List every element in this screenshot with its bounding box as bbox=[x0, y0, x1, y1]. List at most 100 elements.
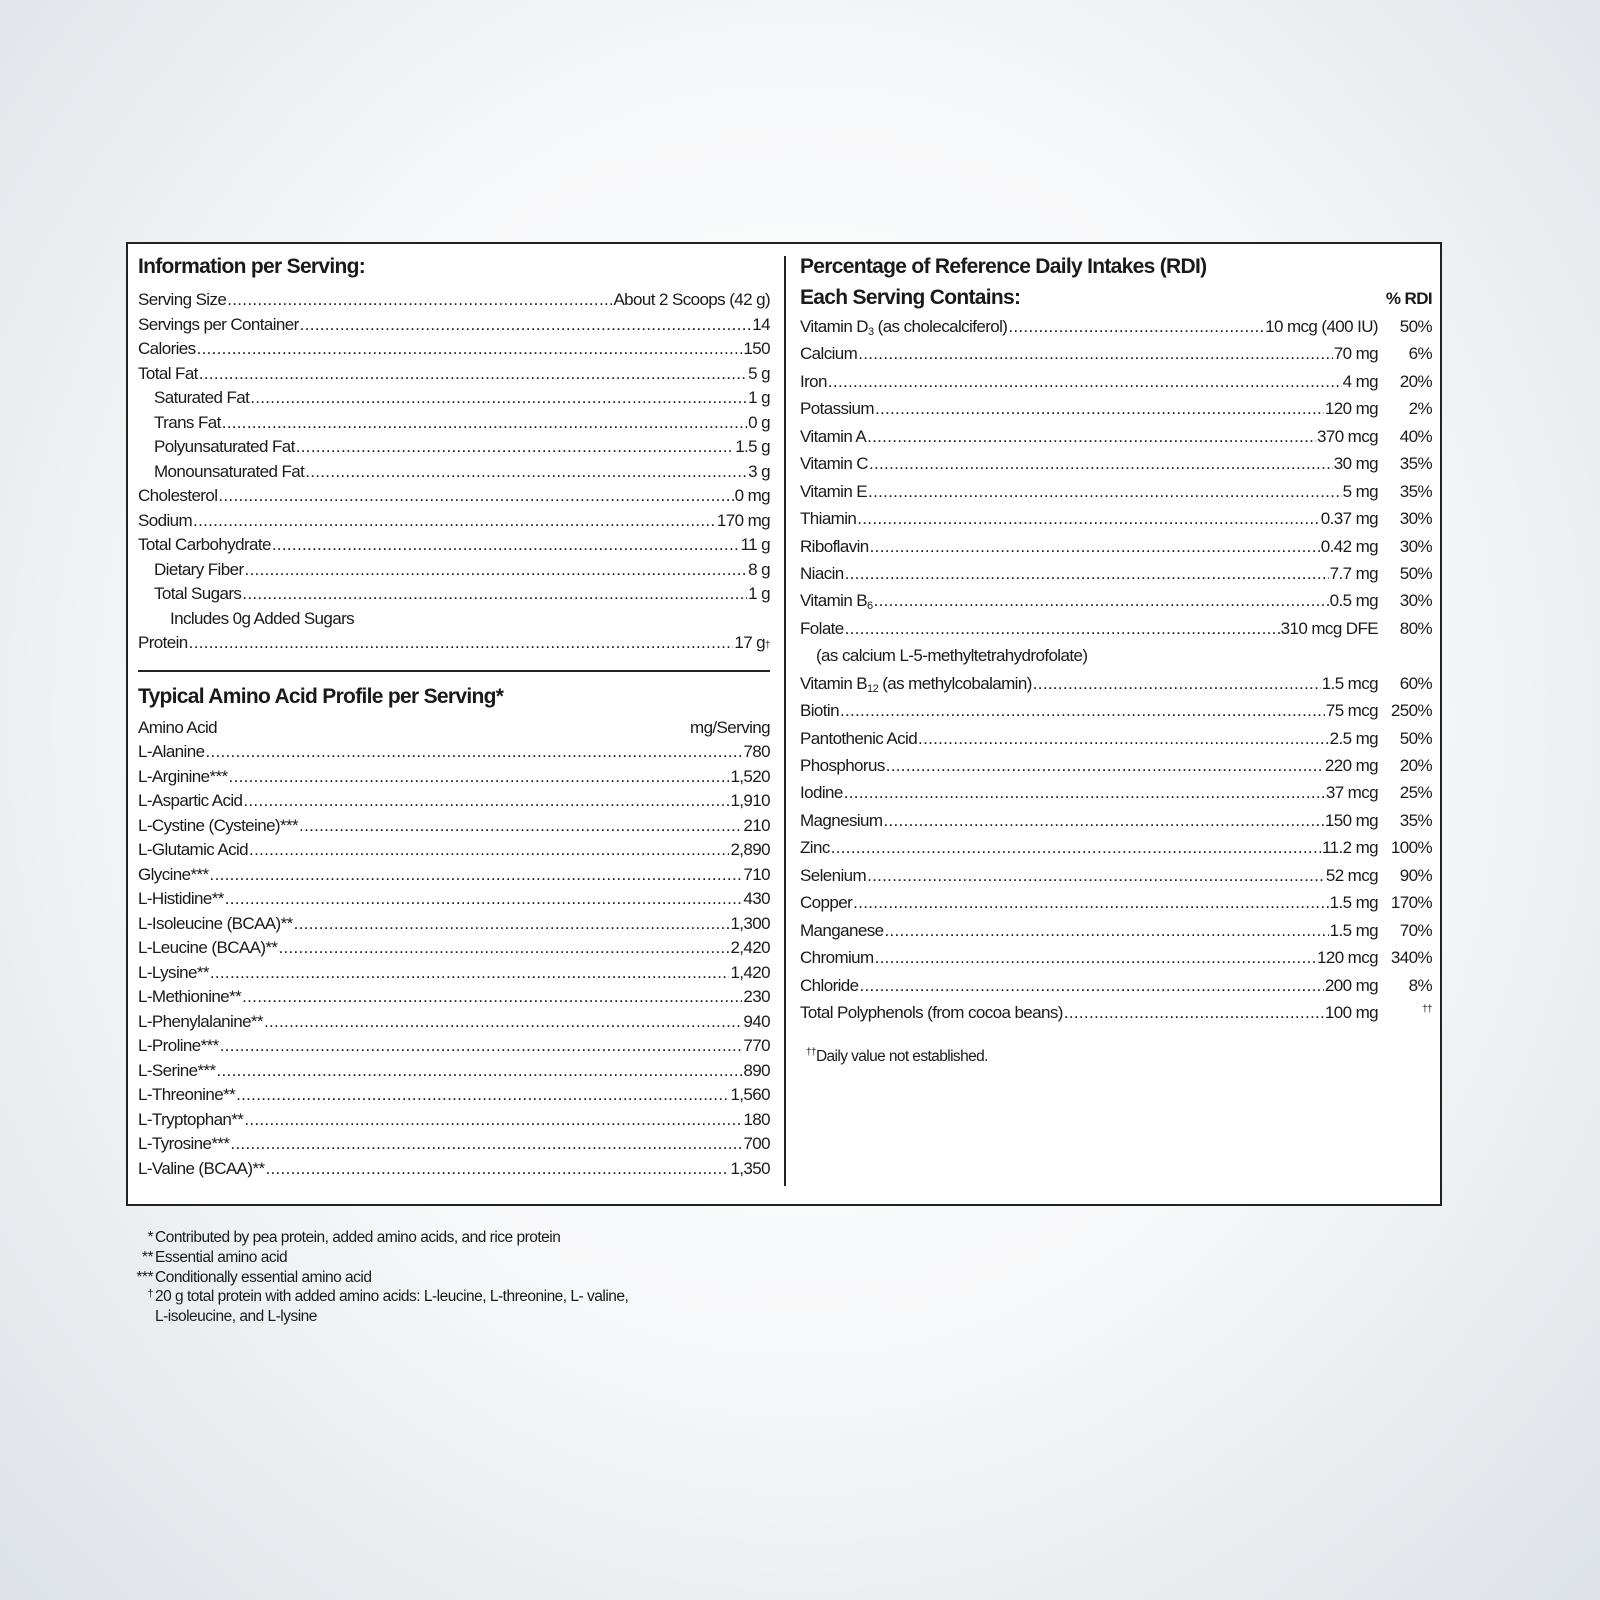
rdi-label-text: Potassium bbox=[800, 399, 875, 419]
rdi-amount: 37 mcg bbox=[1325, 783, 1379, 803]
rdi-label-text: Vitamin B bbox=[800, 673, 868, 693]
rdi-label-text: Selenium bbox=[800, 865, 867, 885]
amino-value: 1,300 bbox=[730, 913, 770, 933]
nutrient-label: Monounsaturated Fat bbox=[154, 461, 305, 481]
footnote-mark: ** bbox=[141, 1248, 154, 1266]
footnote-mark bbox=[128, 1307, 155, 1327]
amino-value: 210 bbox=[743, 815, 770, 835]
rdi-percent: 25% bbox=[1399, 783, 1433, 803]
amino-label: L-Proline*** bbox=[138, 1036, 219, 1055]
amino-row: L-Alanine 780 bbox=[138, 740, 771, 765]
dot-leader bbox=[243, 789, 729, 814]
rdi-amount: 70 mg bbox=[1333, 344, 1379, 364]
rdi-note: (as calcium L-5-methyltetrahydrofolate) bbox=[816, 646, 1088, 666]
nutrient-value: 14 bbox=[752, 314, 770, 334]
footnote-mark: * bbox=[147, 1229, 153, 1246]
dot-leader bbox=[244, 1108, 742, 1133]
amino-list: L-Alanine 780 L-Arginine*** 1,520 L-Aspartic… bbox=[138, 740, 771, 1181]
dot-leader bbox=[886, 752, 1324, 779]
amino-value: 1,910 bbox=[730, 791, 770, 810]
rdi-label: Phosphorus bbox=[800, 752, 885, 779]
dot-leader bbox=[1033, 670, 1321, 697]
rdi-label: Vitamin E bbox=[800, 478, 868, 505]
dot-leader bbox=[305, 460, 747, 485]
nutrient-label: Sodium bbox=[138, 510, 193, 530]
footnote-mark: † bbox=[147, 1288, 153, 1301]
serving-info-row: Polyunsaturated Fat 1.5 g bbox=[138, 435, 771, 460]
rdi-percent: 35% bbox=[1399, 481, 1433, 501]
rdi-amount: 30 mg bbox=[1333, 454, 1379, 474]
rdi-subtitle: Each Serving Contains: bbox=[800, 286, 1021, 309]
rdi-label-text: Folate bbox=[800, 618, 844, 638]
rdi-label: Vitamin C bbox=[800, 450, 869, 477]
nutrient-label: Polyunsaturated Fat bbox=[154, 437, 295, 456]
rdi-percent: 70% bbox=[1399, 920, 1433, 940]
rdi-row: Chromium 120 mcg 340% bbox=[800, 944, 1433, 971]
nutrient-value: 170 mg bbox=[716, 510, 771, 530]
amino-label: L-Tryptophan** bbox=[138, 1109, 244, 1129]
dot-leader bbox=[857, 505, 1320, 532]
amino-row: L-Tyrosine*** 700 bbox=[138, 1132, 771, 1157]
rdi-label-text: Total Polyphenols (from cocoa beans) bbox=[800, 1002, 1063, 1022]
amino-label: L-Histidine** bbox=[138, 889, 224, 908]
rdi-label-text: Zinc bbox=[800, 838, 830, 858]
amino-label: L-Tyrosine*** bbox=[138, 1134, 230, 1153]
dot-leader bbox=[1008, 313, 1264, 340]
nutrient-label: Dietary Fiber bbox=[154, 559, 244, 579]
amino-value: 1,350 bbox=[730, 1158, 770, 1178]
amino-row: L-Isoleucine (BCAA)** 1,300 bbox=[138, 912, 771, 937]
rdi-percent: 80% bbox=[1399, 618, 1433, 638]
amino-label: L-Leucine (BCAA)** bbox=[138, 938, 278, 957]
amino-value: 890 bbox=[743, 1060, 770, 1080]
column-divider bbox=[784, 256, 786, 1186]
rdi-amount: 310 mcg DFE bbox=[1280, 618, 1379, 638]
amino-value: 430 bbox=[743, 889, 770, 908]
amino-label: L-Phenylalanine** bbox=[138, 1011, 264, 1031]
dot-leader bbox=[828, 368, 1342, 395]
amino-row: L-Cystine (Cysteine)*** 210 bbox=[138, 814, 771, 839]
rdi-amount: 7.7 mg bbox=[1329, 563, 1379, 583]
amino-header: Amino Acid mg/Serving bbox=[138, 716, 771, 741]
amino-row: L-Proline*** 770 bbox=[138, 1034, 771, 1059]
amino-value: 1,520 bbox=[730, 766, 770, 786]
rdi-label: Chloride bbox=[800, 972, 859, 999]
dot-leader bbox=[222, 411, 747, 436]
dot-leader bbox=[853, 889, 1328, 916]
rdi-label: Chromium bbox=[800, 944, 874, 971]
footnote-row: *** Conditionally essential amino acid bbox=[128, 1268, 628, 1288]
rdi-row: Vitamin D3 (as cholecalciferol) 10 mcg (4… bbox=[800, 313, 1433, 340]
footnote-mark: †† bbox=[806, 1047, 817, 1059]
rdi-row: Selenium 52 mcg 90% bbox=[800, 862, 1433, 889]
footnote-text: Essential amino acid bbox=[155, 1248, 288, 1266]
amino-label: L-Serine*** bbox=[138, 1060, 216, 1080]
rdi-row: Total Polyphenols (from cocoa beans) 100 … bbox=[800, 999, 1433, 1026]
rdi-amount: 100 mg bbox=[1324, 1002, 1379, 1022]
nutrient-label: Total Fat bbox=[138, 363, 198, 383]
rdi-col-pct: % RDI bbox=[1385, 289, 1433, 308]
rdi-label-text: Vitamin A bbox=[800, 426, 867, 446]
amino-row: L-Histidine** 430 bbox=[138, 887, 771, 912]
rdi-label: Vitamin D3 (as cholecalciferol) bbox=[800, 313, 1008, 340]
footnote-text: Conditionally essential amino acid bbox=[155, 1268, 372, 1286]
dot-leader bbox=[883, 807, 1323, 834]
amino-label: Glycine*** bbox=[138, 864, 209, 884]
amino-row: L-Arginine*** 1,520 bbox=[138, 765, 771, 790]
amino-col-name: Amino Acid bbox=[138, 717, 218, 737]
dot-leader bbox=[1064, 999, 1324, 1026]
serving-info-title: Information per Serving: bbox=[138, 255, 366, 278]
dot-leader bbox=[242, 582, 747, 607]
rdi-percent: 35% bbox=[1399, 810, 1433, 830]
rdi-amount: 1.5 mcg bbox=[1321, 673, 1379, 693]
serving-info-row: Total Sugars 1 g bbox=[138, 582, 771, 607]
dot-leader bbox=[300, 313, 752, 338]
rdi-amount: 220 mg bbox=[1324, 756, 1379, 775]
right-column: Percentage of Reference Daily Intakes (R… bbox=[800, 252, 1433, 1066]
dot-leader bbox=[884, 917, 1328, 944]
rdi-label-text: Vitamin C bbox=[800, 454, 869, 474]
dot-leader bbox=[229, 765, 730, 790]
rdi-amount: 2.5 mg bbox=[1329, 728, 1379, 748]
rdi-subscript: 6 bbox=[867, 600, 873, 613]
nutrient-value: 11 g bbox=[740, 535, 771, 554]
nutrient-value: 1.5 g bbox=[735, 437, 770, 456]
dot-leader bbox=[193, 509, 716, 534]
